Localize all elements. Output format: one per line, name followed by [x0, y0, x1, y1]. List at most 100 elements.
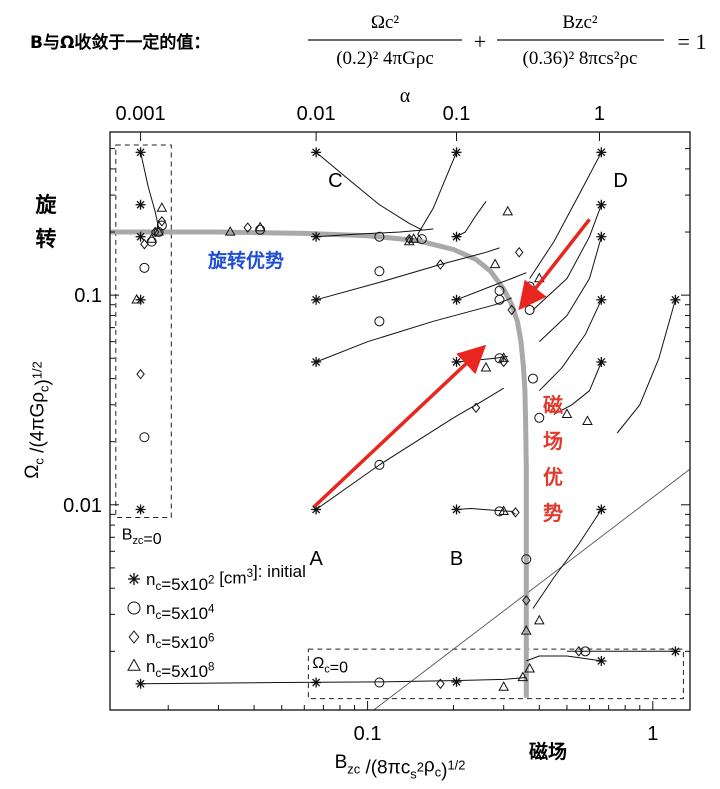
top-tick-label-4: 1	[594, 103, 605, 125]
x-tick-label-1: 0.1	[354, 723, 382, 745]
corner-label-B: B	[450, 548, 463, 570]
point-asterisk-18	[596, 147, 607, 158]
x-axis-label-sup: 1/2	[447, 758, 465, 773]
track-line-11	[417, 152, 457, 240]
point-triangle-12	[502, 205, 514, 216]
point-asterisk-17	[451, 676, 462, 687]
point-diamond-9	[471, 402, 481, 414]
legend-marker-circle	[127, 601, 141, 615]
y-tick-label-1: 0.01	[63, 495, 102, 517]
eq-term2-numerator: Bzc²	[562, 12, 598, 33]
point-asterisk-12	[451, 147, 462, 158]
track-line-18	[616, 299, 676, 434]
x-axis-label-part: )	[441, 761, 447, 782]
point-asterisk-22	[596, 356, 607, 367]
track-line-15	[538, 299, 602, 392]
legend-marker-diamond	[128, 630, 140, 644]
box-label-omega-part: =0	[330, 660, 348, 677]
point-asterisk-8-stroke	[312, 295, 321, 304]
rotation-dominant-label: 旋转优势	[207, 249, 284, 272]
legend-label-3: nc=5x106	[146, 628, 214, 652]
point-diamond-14	[522, 595, 531, 606]
point-diamond-5	[243, 222, 252, 233]
x-axis-label-part: /(8πc	[360, 757, 410, 778]
point-asterisk-6	[311, 147, 322, 158]
corner-label-A: A	[309, 548, 323, 570]
y-axis-label-sub: c	[31, 458, 46, 465]
legend-label-1-part: n	[146, 570, 155, 589]
point-triangle-3	[153, 226, 164, 236]
point-diamond-1	[136, 368, 145, 380]
point-triangle-13	[498, 505, 510, 516]
legend-label-3-sup: 6	[208, 632, 214, 644]
legend-label-4: nc=5x108	[146, 657, 214, 681]
point-asterisk-1-stroke	[136, 148, 145, 157]
track-line-20	[526, 655, 602, 662]
eq-rhs: = 1	[678, 29, 707, 54]
x-axis-label-sub: c	[435, 765, 442, 780]
point-circle-16	[494, 506, 505, 517]
point-triangle-20	[524, 662, 536, 673]
point-circle-19	[527, 373, 538, 384]
point-circle-5	[156, 220, 167, 231]
legend-label-4-part: =5x10	[161, 662, 208, 681]
point-asterisk-9-stroke	[312, 357, 321, 366]
point-triangle-9	[480, 361, 492, 372]
legend-marker-triangle	[127, 658, 141, 671]
point-asterisk-14	[451, 294, 462, 305]
point-circle-1	[139, 432, 150, 443]
legend-label-2: nc=5x104	[146, 599, 215, 623]
box-label-bzc-part: =0	[143, 531, 161, 548]
point-circle-3	[146, 236, 157, 247]
point-triangle-1	[131, 293, 142, 304]
dashed-box-1	[115, 144, 172, 518]
point-asterisk-20-stroke	[597, 232, 606, 241]
point-asterisk-12-stroke	[452, 148, 461, 157]
point-asterisk-26-stroke	[597, 656, 606, 665]
point-circle-9	[374, 266, 385, 277]
magnetic-dominant-char-2: 场	[543, 429, 563, 453]
point-asterisk-1	[135, 147, 146, 158]
red-arrows-layer	[313, 218, 591, 508]
point-triangle-2	[146, 233, 158, 243]
point-asterisk-19	[596, 199, 607, 210]
y-axis-label-part: Ω	[22, 465, 43, 479]
point-asterisk-2-stroke	[136, 200, 145, 209]
legend-label-1-sup: 3	[247, 568, 253, 580]
point-asterisk-7	[311, 231, 322, 242]
magnetic-dominant-char-4: 势	[543, 501, 563, 525]
point-triangle-15	[520, 625, 532, 635]
point-asterisk-13	[451, 231, 462, 242]
legend: nc=5x102 [cm3]: initialnc=5x104nc=5x106n…	[127, 562, 306, 681]
point-asterisk-7-stroke	[312, 232, 321, 241]
point-triangle-10	[489, 258, 501, 269]
point-asterisk-18-stroke	[597, 148, 606, 157]
point-diamond-7	[436, 259, 445, 270]
track-line-17	[532, 509, 602, 609]
rotation-side-label-1: 旋	[35, 193, 58, 217]
legend-label-1-part: ]: initial	[253, 562, 306, 581]
point-triangle-11	[498, 352, 510, 362]
point-triangle-17	[533, 614, 545, 625]
point-diamond-8	[436, 678, 445, 690]
box-label-bzc-sub: zc	[132, 535, 143, 547]
diagonal-reference-line	[373, 468, 691, 711]
point-asterisk-25-stroke	[671, 647, 680, 656]
point-asterisk-15	[451, 356, 462, 367]
point-asterisk-17-stroke	[452, 677, 461, 686]
legend-label-2-part: =5x10	[161, 604, 208, 623]
point-asterisk-19-stroke	[597, 200, 606, 209]
y-axis-label-part: /(4πGρ	[27, 392, 48, 458]
point-circle-15	[494, 285, 505, 296]
point-asterisk-14-stroke	[452, 295, 461, 304]
track-line-10	[456, 201, 487, 238]
legend-label-3-part: =5x10	[161, 633, 208, 652]
point-asterisk-2	[135, 199, 146, 210]
track-line-12	[529, 152, 602, 279]
box-label-omega-sub: c	[324, 664, 330, 676]
y-axis-label-sub: c	[37, 385, 52, 392]
point-asterisk-23	[596, 504, 607, 515]
track-line-14	[538, 236, 602, 343]
legend-label-1-sup: 2	[208, 574, 214, 586]
